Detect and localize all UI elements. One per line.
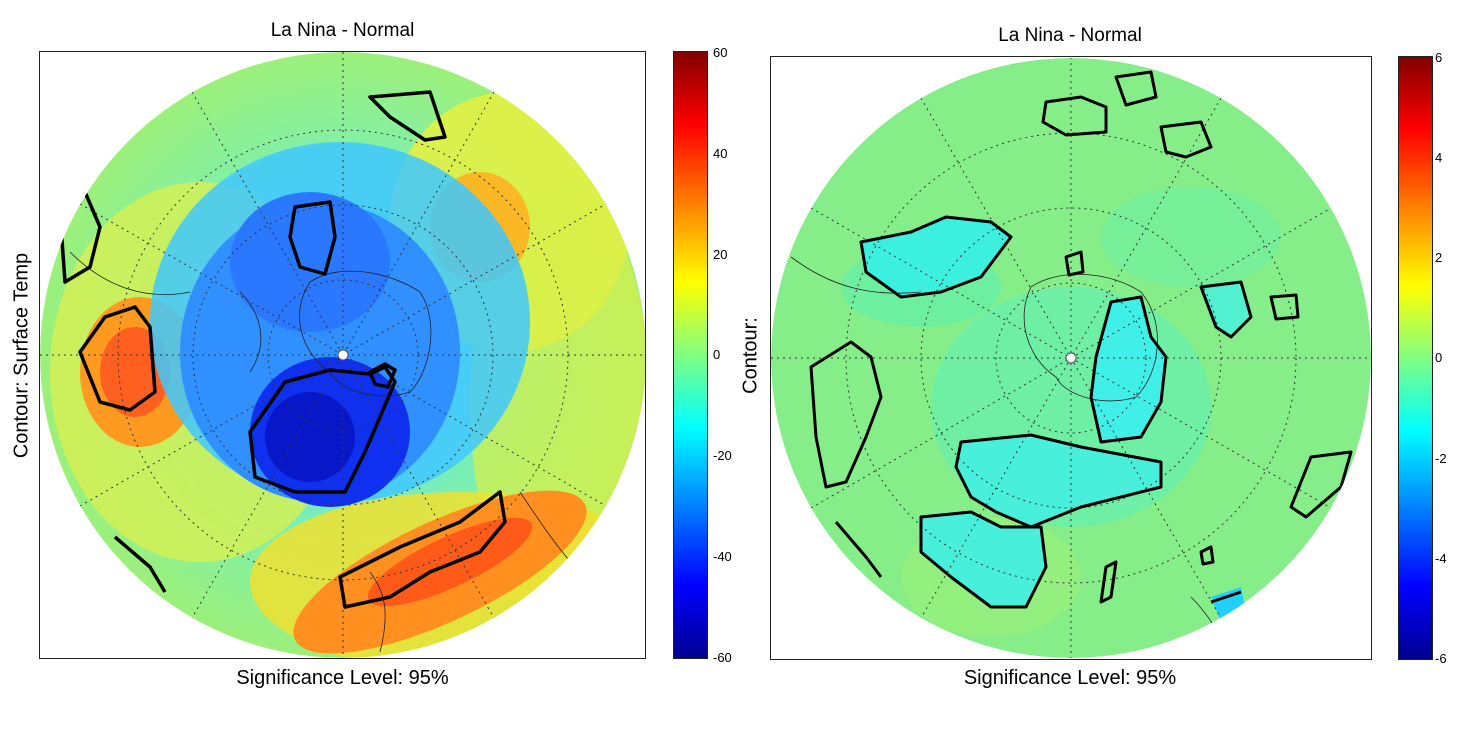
significance-label: Significance Level: 95% [236,667,449,689]
contour-outline [368,362,397,389]
contour-outline [1064,250,1085,277]
significance-contours [809,70,1353,609]
colorbar-tick-label: 60 [713,45,728,60]
contour-outline [1199,545,1215,566]
contour-outline [1089,295,1168,444]
contour-outline [1199,280,1253,339]
y-axis-label: Contour: [739,317,762,394]
cold-region [956,435,1161,527]
colorbar [673,51,708,659]
colorbar-tick-label: 0 [1435,350,1443,365]
colorbar-tick-label: -2 [1435,451,1447,466]
contour-outline [1041,95,1108,137]
y-axis-label: Contour: Surface Temp [10,252,33,459]
contour-outline [1210,590,1242,604]
colorbar-tick-label: -4 [1435,551,1447,566]
map-frame [39,51,646,659]
map-frame [770,56,1372,660]
cold-region [1091,297,1166,442]
colorbar-tick-label: 0 [713,347,721,362]
colorbar-tick-label: -6 [1435,651,1447,666]
contour-outline [859,215,1013,299]
contour-outline [113,535,167,593]
contour-outline [834,521,883,578]
cold-region [861,217,1011,297]
contour-outline [1269,293,1300,321]
cold-region [230,192,390,332]
contour-outline [954,433,1163,529]
contour-outline [338,490,507,609]
contour-outline [248,365,397,494]
contour-outline [78,305,157,412]
contour-outline [288,200,337,276]
contour-outline [1114,70,1158,107]
contour-outline [1099,560,1118,604]
contour-outline [1159,120,1213,159]
colorbar-tick-label: 4 [1435,150,1443,165]
pole-marker [1065,352,1077,364]
colorbar-tick-label: 2 [1435,250,1443,265]
polar-map [771,58,1371,658]
contour-outline [368,90,447,142]
significance-contours [58,90,507,609]
colorbar-tick-label: -60 [713,650,732,665]
contour-outline [809,340,883,489]
colorbar-tick-label: 20 [713,247,728,262]
colorbar [1398,56,1433,660]
colorbar-tick-label: -20 [713,448,732,463]
contour-outline [919,510,1048,609]
pole-marker [337,349,349,361]
cold-region [921,512,1046,607]
panel-title: La Nina - Normal [270,20,415,41]
significance-label: Significance Level: 95% [963,667,1177,689]
colorbar-tick-label: 6 [1435,50,1443,65]
cold-anomaly [265,392,355,482]
panel-title: La Nina - Normal [998,25,1142,46]
colorbar-tick-label: 40 [713,146,728,161]
contour-outline [1289,450,1353,519]
polar-map [40,52,645,658]
colorbar-tick-label: -40 [713,549,732,564]
